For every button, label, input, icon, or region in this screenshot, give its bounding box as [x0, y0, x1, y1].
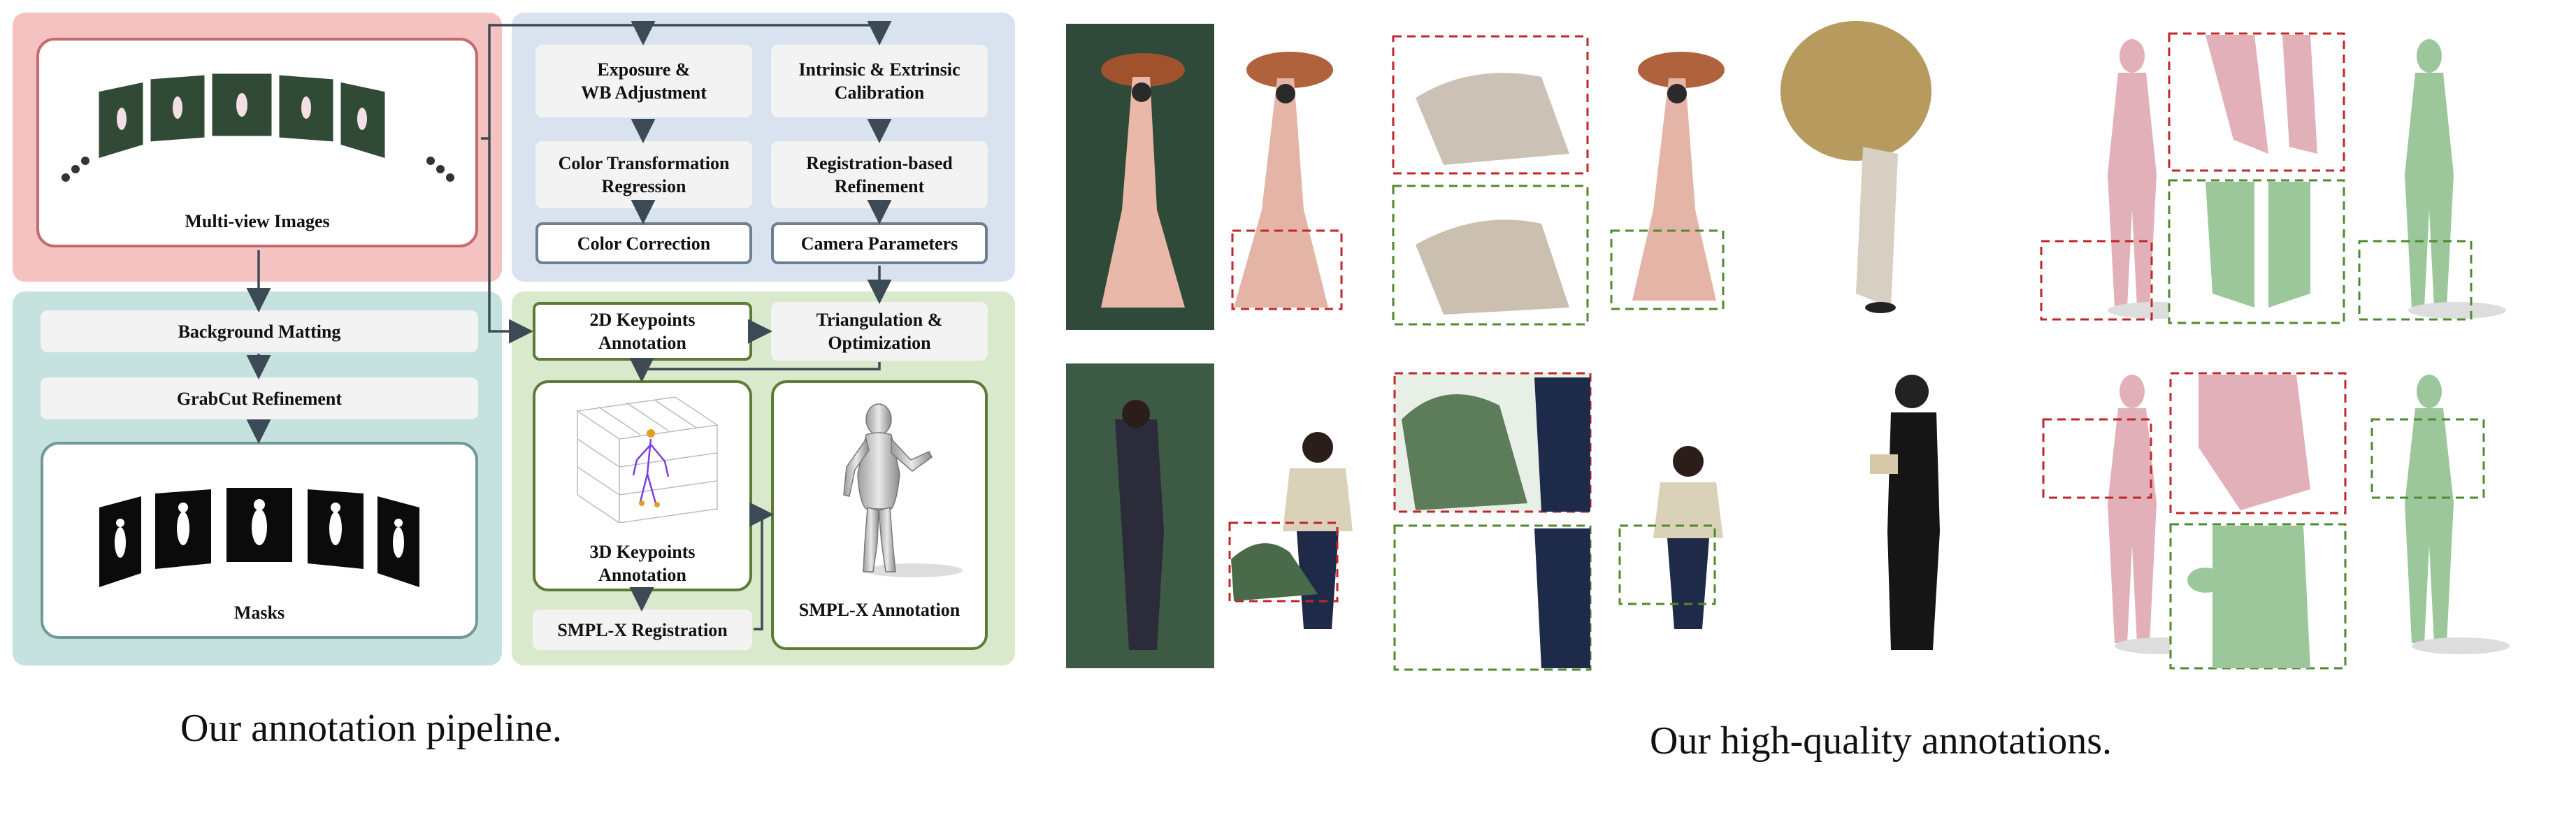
row1-bad-smplx-body — [2040, 39, 2206, 321]
row1-bad-foot-zoom — [2168, 32, 2345, 172]
row2-good-smplx-body — [2370, 375, 2510, 654]
pipeline-caption: Our annotation pipeline. — [180, 707, 562, 750]
row1-corrected-person — [1610, 52, 1725, 310]
masks-label: Masks — [233, 603, 285, 623]
row2-good-crop-box — [1618, 524, 1716, 605]
smplx-body-model — [843, 403, 963, 577]
color-correction-box: Color Correction — [535, 222, 752, 264]
smplx-annotation-card: SMPL-X Annotation — [771, 380, 988, 650]
row1-umbrella-person — [1780, 21, 1931, 313]
keypoints-2d-box: 2D Keypoints Annotation — [533, 302, 752, 361]
row1-good-crop-box — [1610, 229, 1725, 310]
smplx-annotation-label: SMPL-X Annotation — [798, 600, 960, 620]
row1-bad-crop-box — [1231, 229, 1343, 310]
row2-matted-person — [1228, 432, 1353, 629]
row1-bad-body-box — [2040, 240, 2153, 321]
multiview-label: Multi-view Images — [185, 211, 330, 231]
row2-good-hand-zoom — [2169, 523, 2347, 670]
annotations-gallery — [1066, 21, 2510, 671]
calibration-box: Intrinsic & Extrinsic Calibration — [771, 45, 988, 117]
background-matting-box: Background Matting — [41, 310, 478, 352]
camera-parameters-box: Camera Parameters — [771, 222, 988, 264]
row2-zoom-good — [1393, 524, 1592, 671]
keypoints-3d-label: 3D Keypoints Annotation — [589, 542, 696, 585]
registration-refinement-box: Registration-based Refinement — [771, 141, 988, 208]
row1-good-smplx-body — [2358, 39, 2506, 321]
keypoints-3d-plot — [575, 396, 719, 523]
exposure-wb-box: Exposure & WB Adjustment — [535, 45, 752, 117]
multiview-images-illustration — [62, 71, 454, 182]
keypoints-3d-card: 3D Keypoints Annotation — [533, 380, 752, 591]
masks-illustration — [99, 488, 419, 587]
row2-corrected-person — [1618, 446, 1723, 629]
row1-good-body-box — [2358, 240, 2473, 321]
row1-zoom-good — [1392, 185, 1589, 326]
color-transform-box: Color Transformation Regression — [535, 141, 752, 208]
row2-bad-hand-zoom — [2169, 372, 2347, 514]
row1-matted-person — [1231, 52, 1343, 310]
multiview-card: Multi-view Images — [36, 38, 478, 247]
row2-bad-body-box — [2042, 418, 2152, 499]
row2-good-body-box — [2370, 418, 2485, 499]
row1-zoom-bad — [1392, 35, 1589, 175]
grabcut-box: GrabCut Refinement — [41, 377, 478, 419]
masks-card: Masks — [41, 442, 478, 639]
row2-bad-crop-box — [1228, 521, 1339, 603]
row2-reading-man — [1870, 375, 1940, 650]
row1-good-foot-zoom — [2168, 179, 2345, 324]
row2-zoom-bad — [1393, 372, 1592, 513]
annotations-caption: Our high-quality annotations. — [1650, 719, 2113, 763]
smplx-registration-box: SMPL-X Registration — [533, 610, 752, 650]
triangulation-box: Triangulation & Optimization — [771, 302, 988, 361]
